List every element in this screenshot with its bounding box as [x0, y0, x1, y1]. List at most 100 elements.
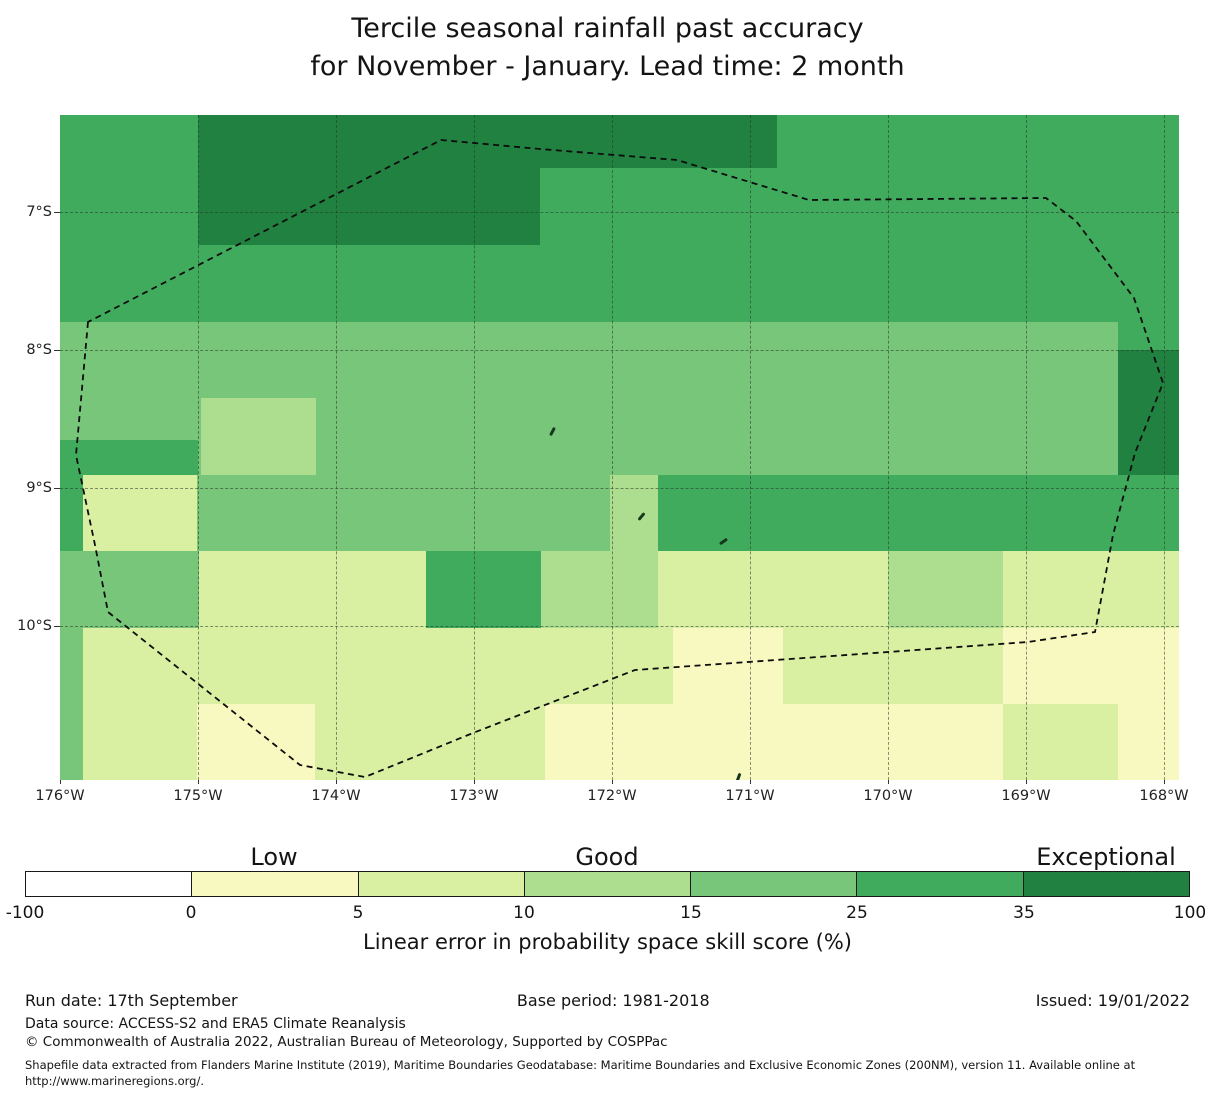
gridline-longitude: [336, 115, 337, 780]
map-cell: [83, 475, 197, 551]
x-tick-label: 175°W: [173, 788, 223, 804]
map-cell: [1003, 704, 1118, 780]
gridline-latitude: [60, 212, 1179, 213]
colorbar: [25, 871, 1190, 897]
x-tick-mark: [1026, 780, 1027, 784]
colorbar-segment: [1023, 872, 1189, 896]
gridline-longitude: [612, 115, 613, 780]
y-tick-label: 8°S: [26, 342, 52, 358]
footer-copyright: © Commonwealth of Australia 2022, Austra…: [25, 1034, 668, 1050]
map-cell: [545, 704, 1003, 780]
y-tick-label: 7°S: [26, 204, 52, 220]
page-title-line1: Tercile seasonal rainfall past accuracy: [351, 13, 864, 44]
colorbar-tick-label: 100: [1173, 903, 1207, 923]
map-cell: [197, 475, 610, 551]
x-tick-label: 170°W: [863, 788, 913, 804]
colorbar-segment: [691, 872, 858, 896]
footer-run-date: Run date: 17th September: [25, 991, 238, 1010]
footer-shapefile-line1: Shapefile data extracted from Flanders M…: [25, 1058, 1136, 1072]
map-cell: [1118, 704, 1179, 780]
colorbar-tick-label: 15: [680, 903, 702, 923]
gridline-longitude: [474, 115, 475, 780]
map-cell: [783, 628, 1003, 704]
x-tick-label: 173°W: [449, 788, 499, 804]
gridline-latitude: [60, 350, 1179, 351]
x-tick-mark: [198, 780, 199, 784]
y-tick-label: 10°S: [17, 618, 52, 634]
map-cell: [197, 704, 315, 780]
colorbar-axis-label: Linear error in probability space skill …: [363, 930, 852, 954]
map-cell: [888, 551, 1003, 628]
x-tick-mark: [888, 780, 889, 784]
page-title: Tercile seasonal rainfall past accuracy …: [0, 10, 1215, 86]
map-cell: [83, 704, 197, 780]
eez-svg-layer: [75, 139, 1164, 778]
eez-boundary-line: [75, 139, 1164, 778]
map-cell: [60, 628, 83, 780]
y-tick-mark: [54, 488, 60, 489]
map-cell: [658, 475, 1179, 551]
x-tick-label: 169°W: [1001, 788, 1051, 804]
colorbar-segment: [857, 872, 1024, 896]
gridline-latitude: [60, 488, 1179, 489]
x-tick-mark: [612, 780, 613, 784]
map-cell: [315, 704, 545, 780]
colorbar-tick-label: 35: [1013, 903, 1035, 923]
map-cell: [60, 551, 199, 628]
gridline-longitude: [1164, 115, 1165, 780]
footer-data-source: Data source: ACCESS-S2 and ERA5 Climate …: [25, 1016, 406, 1032]
map-cell: [83, 628, 673, 704]
map-cell: [60, 440, 198, 475]
x-tick-mark: [60, 780, 61, 784]
colorbar-tick-label: 0: [185, 903, 197, 923]
y-tick-label: 9°S: [26, 480, 52, 496]
x-tick-label: 172°W: [587, 788, 637, 804]
map-cell: [199, 551, 426, 628]
map-cell: [1003, 551, 1179, 628]
map-cell: [1118, 322, 1179, 350]
colorbar-class-label: Good: [575, 843, 639, 871]
gridline-longitude: [198, 115, 199, 780]
map-cell: [1118, 350, 1179, 475]
map-cell: [201, 398, 316, 475]
gridline-longitude: [1026, 115, 1027, 780]
y-tick-mark: [54, 350, 60, 351]
map-cell: [610, 475, 658, 551]
colorbar-class-label: Low: [250, 843, 298, 871]
footer-base-period: Base period: 1981-2018: [516, 991, 710, 1010]
map-cell: [540, 115, 777, 168]
gridline-longitude: [888, 115, 889, 780]
map-cell: [673, 628, 783, 704]
colorbar-tick-label: -100: [5, 903, 45, 923]
colorbar-segment: [524, 872, 692, 896]
page-title-line2: for November - January. Lead time: 2 mon…: [310, 51, 905, 82]
x-tick-mark: [474, 780, 475, 784]
map-cell: [658, 551, 888, 628]
x-tick-mark: [1164, 780, 1165, 784]
footer-issued: Issued: 19/01/2022: [1035, 991, 1190, 1010]
y-tick-mark: [54, 626, 60, 627]
x-tick-label: 174°W: [311, 788, 361, 804]
map-cell: [198, 115, 540, 245]
map-canvas: [60, 115, 1179, 780]
gridline-latitude: [60, 626, 1179, 627]
x-tick-mark: [336, 780, 337, 784]
y-tick-mark: [54, 212, 60, 213]
x-tick-label: 168°W: [1139, 788, 1189, 804]
gridline-longitude: [750, 115, 751, 780]
colorbar-segment: [192, 872, 359, 896]
colorbar-tick-label: 10: [513, 903, 535, 923]
footer-shapefile-line2: http://www.marineregions.org/.: [25, 1074, 204, 1088]
x-tick-label: 176°W: [35, 788, 85, 804]
map-cell: [541, 551, 658, 628]
colorbar-segment: [26, 872, 193, 896]
colorbar-tick-label: 25: [846, 903, 868, 923]
colorbar-segment: [358, 872, 525, 896]
colorbar-class-label: Exceptional: [1036, 843, 1176, 871]
map-cell: [60, 475, 83, 551]
x-tick-mark: [750, 780, 751, 784]
x-tick-label: 171°W: [725, 788, 775, 804]
map-cell: [426, 551, 541, 628]
colorbar-tick-label: 5: [352, 903, 364, 923]
